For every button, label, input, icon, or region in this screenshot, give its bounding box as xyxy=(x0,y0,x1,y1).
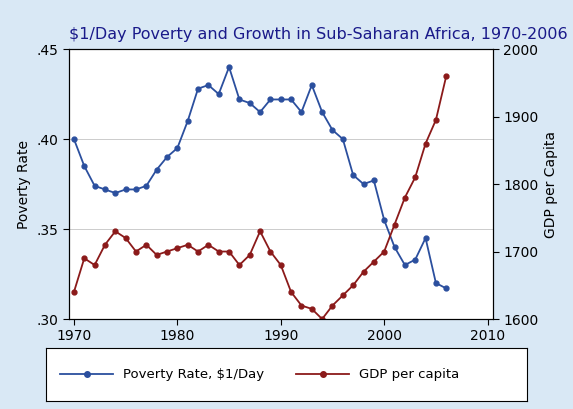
Poverty Rate, $1/Day xyxy=(174,146,181,151)
Poverty Rate, $1/Day xyxy=(402,263,409,267)
Poverty Rate, $1/Day xyxy=(298,110,305,115)
Poverty Rate, $1/Day xyxy=(195,86,202,91)
GDP per capita xyxy=(81,256,88,261)
Poverty Rate, $1/Day xyxy=(412,257,419,262)
Poverty Rate, $1/Day xyxy=(339,137,346,142)
Poverty Rate, $1/Day xyxy=(267,97,274,102)
Line: Poverty Rate, $1/Day: Poverty Rate, $1/Day xyxy=(72,65,449,291)
GDP per capita xyxy=(246,252,253,257)
GDP per capita xyxy=(370,259,377,264)
GDP per capita xyxy=(132,249,139,254)
GDP per capita xyxy=(226,249,233,254)
Poverty Rate, $1/Day xyxy=(422,236,429,240)
GDP per capita xyxy=(112,229,119,234)
Poverty Rate, $1/Day xyxy=(185,119,191,124)
Y-axis label: Poverty Rate: Poverty Rate xyxy=(17,139,31,229)
Poverty Rate, $1/Day xyxy=(143,183,150,188)
Text: $1/Day Poverty and Growth in Sub-Saharan Africa, 1970-2006: $1/Day Poverty and Growth in Sub-Saharan… xyxy=(69,27,567,43)
GDP per capita xyxy=(70,290,77,294)
GDP per capita xyxy=(298,303,305,308)
Poverty Rate, $1/Day xyxy=(226,65,233,70)
Poverty Rate, $1/Day xyxy=(122,187,129,192)
GDP per capita xyxy=(91,263,98,267)
Poverty Rate, $1/Day xyxy=(163,155,170,160)
GDP per capita xyxy=(402,195,409,200)
Poverty Rate, $1/Day xyxy=(215,92,222,97)
Text: GDP per capita: GDP per capita xyxy=(359,368,459,381)
GDP per capita xyxy=(163,249,170,254)
GDP per capita xyxy=(236,263,243,267)
GDP per capita xyxy=(174,246,181,251)
GDP per capita xyxy=(101,242,108,247)
Poverty Rate, $1/Day xyxy=(329,128,336,133)
Poverty Rate, $1/Day xyxy=(277,97,284,102)
Poverty Rate, $1/Day xyxy=(288,97,295,102)
Poverty Rate, $1/Day xyxy=(257,110,264,115)
Poverty Rate, $1/Day xyxy=(380,218,387,222)
Y-axis label: GDP per Capita: GDP per Capita xyxy=(544,130,558,238)
GDP per capita xyxy=(422,141,429,146)
GDP per capita xyxy=(122,236,129,240)
GDP per capita xyxy=(443,74,450,79)
GDP per capita xyxy=(391,222,398,227)
Poverty Rate, $1/Day xyxy=(246,101,253,106)
GDP per capita xyxy=(350,283,356,288)
Poverty Rate, $1/Day xyxy=(101,187,108,192)
Poverty Rate, $1/Day xyxy=(308,83,315,88)
GDP per capita xyxy=(205,242,212,247)
GDP per capita xyxy=(412,175,419,180)
GDP per capita xyxy=(360,269,367,274)
GDP per capita xyxy=(277,263,284,267)
Poverty Rate, $1/Day xyxy=(443,286,450,291)
Poverty Rate, $1/Day xyxy=(91,183,98,188)
GDP per capita xyxy=(339,293,346,298)
Poverty Rate, $1/Day xyxy=(81,164,88,169)
GDP per capita xyxy=(288,290,295,294)
GDP per capita xyxy=(257,229,264,234)
GDP per capita xyxy=(380,249,387,254)
X-axis label: Year: Year xyxy=(265,349,297,364)
Poverty Rate, $1/Day xyxy=(153,167,160,172)
GDP per capita xyxy=(433,117,439,122)
Poverty Rate, $1/Day xyxy=(319,110,325,115)
GDP per capita xyxy=(267,249,274,254)
Poverty Rate, $1/Day xyxy=(360,182,367,187)
GDP per capita xyxy=(319,317,325,321)
Poverty Rate, $1/Day xyxy=(70,137,77,142)
GDP per capita xyxy=(195,249,202,254)
GDP per capita xyxy=(215,249,222,254)
Poverty Rate, $1/Day xyxy=(132,187,139,192)
Poverty Rate, $1/Day xyxy=(350,173,356,178)
Poverty Rate, $1/Day xyxy=(433,281,439,285)
Poverty Rate, $1/Day xyxy=(370,178,377,183)
GDP per capita xyxy=(153,252,160,257)
GDP per capita xyxy=(329,303,336,308)
Line: GDP per capita: GDP per capita xyxy=(72,74,449,321)
Poverty Rate, $1/Day xyxy=(205,83,212,88)
Poverty Rate, $1/Day xyxy=(391,245,398,249)
Text: Poverty Rate, $1/Day: Poverty Rate, $1/Day xyxy=(123,368,264,381)
Poverty Rate, $1/Day xyxy=(236,97,243,102)
Poverty Rate, $1/Day xyxy=(112,191,119,196)
GDP per capita xyxy=(308,306,315,311)
GDP per capita xyxy=(143,242,150,247)
GDP per capita xyxy=(185,242,191,247)
